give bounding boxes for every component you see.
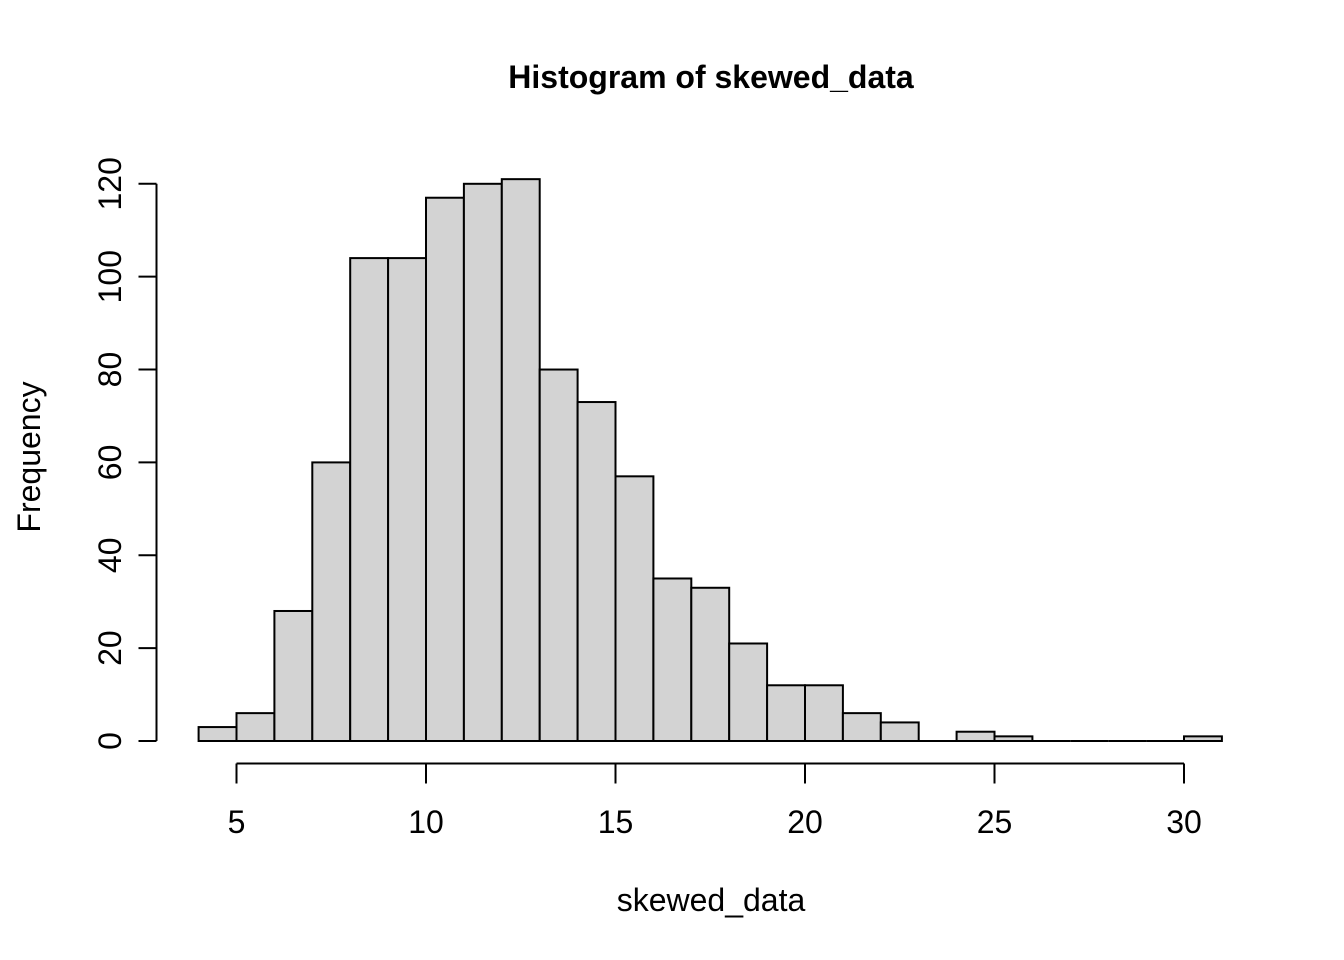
- histogram-bar: [879, 721, 920, 743]
- y-axis-tick-label: 0: [92, 732, 128, 750]
- y-axis-tick-label: 120: [92, 157, 128, 210]
- histogram-bar: [690, 586, 731, 743]
- x-axis-tick-label: 30: [1166, 804, 1202, 840]
- histogram-bar: [387, 257, 428, 742]
- histogram-bar: [197, 726, 238, 743]
- histogram-bar: [766, 684, 806, 742]
- y-axis-tick-label: 20: [92, 630, 128, 666]
- histogram-bar: [614, 475, 655, 742]
- histogram-bar: [425, 196, 465, 743]
- histogram-bar: [576, 401, 617, 742]
- y-axis-tick-label: 80: [92, 352, 128, 388]
- x-axis-tick-label: 15: [598, 804, 634, 840]
- y-axis-tick-label: 100: [92, 250, 128, 303]
- histogram-bar: [652, 577, 693, 742]
- x-axis-label: skewed_data: [616, 882, 806, 918]
- histogram-bar: [804, 684, 844, 742]
- y-axis-tick-label: 60: [92, 445, 128, 481]
- histogram-bar: [841, 712, 882, 742]
- histogram-bar: [349, 257, 390, 742]
- chart-title: Histogram of skewed_data: [508, 59, 914, 95]
- histogram-bar: [273, 609, 314, 743]
- histogram-bar: [500, 178, 541, 742]
- x-axis-tick-label: 25: [977, 804, 1013, 840]
- x-axis-tick-label: 20: [787, 804, 823, 840]
- histogram-bar: [538, 368, 579, 742]
- y-axis-label: Frequency: [11, 381, 47, 533]
- histogram-bar: [1183, 735, 1223, 742]
- y-axis-tick-label: 40: [92, 537, 128, 573]
- x-axis-tick-label: 10: [408, 804, 444, 840]
- histogram-bar: [311, 461, 352, 742]
- x-axis-tick-label: 5: [228, 804, 246, 840]
- histogram-bar: [955, 730, 996, 742]
- histogram-bar: [235, 712, 276, 742]
- histogram-bar: [993, 735, 1034, 742]
- histogram-bar: [462, 182, 503, 742]
- histogram-bar: [728, 642, 769, 743]
